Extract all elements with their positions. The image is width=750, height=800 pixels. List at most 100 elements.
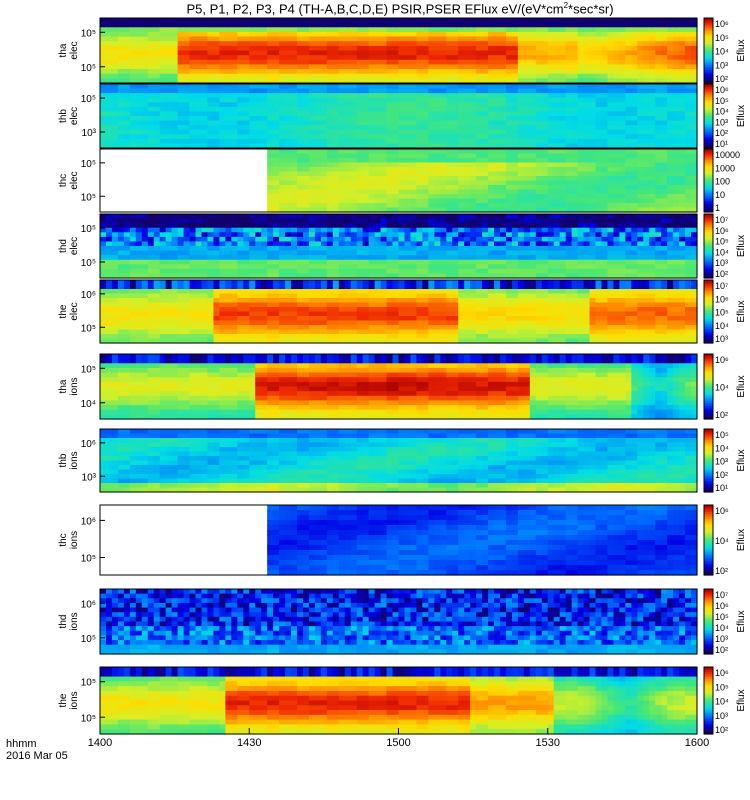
spectrogram-cell xyxy=(655,129,662,135)
spectrogram-cell xyxy=(649,198,656,204)
spectrogram-cell xyxy=(213,73,220,79)
spectrogram-cell xyxy=(583,106,591,113)
spectrogram-cell xyxy=(589,227,597,233)
colorbar-segment xyxy=(704,35,713,39)
spectrogram-cell xyxy=(308,36,316,42)
spectrogram-cell xyxy=(273,41,280,47)
spectrogram-cell xyxy=(201,236,209,243)
spectrogram-cell xyxy=(673,134,680,140)
spectrogram-cell xyxy=(685,59,692,66)
spectrogram-cell xyxy=(350,116,358,122)
spectrogram-cell xyxy=(577,255,585,261)
spectrogram-cell xyxy=(649,45,656,52)
spectrogram-cell xyxy=(607,176,615,182)
spectrogram-cell xyxy=(529,134,537,140)
spectrogram-cell xyxy=(631,158,638,164)
spectrogram-cell xyxy=(362,214,370,220)
spectrogram-cell xyxy=(350,134,358,140)
spectrogram-cell xyxy=(446,22,453,28)
spectrogram-cell xyxy=(117,232,125,238)
spectrogram-cell xyxy=(583,207,591,213)
spectrogram-cell xyxy=(637,102,644,108)
spectrogram-cell xyxy=(553,88,561,94)
spectrogram-cell xyxy=(428,255,435,261)
spectrogram-cell xyxy=(446,194,453,200)
spectrogram-cell xyxy=(488,171,495,177)
spectrogram-cell xyxy=(559,158,567,164)
spectrogram-cell xyxy=(314,185,322,191)
spectrogram-cell xyxy=(458,167,465,173)
spectrogram-cell xyxy=(679,223,686,229)
spectrogram-cell xyxy=(332,194,340,200)
spectrogram-cell xyxy=(691,18,698,24)
spectrogram-cell xyxy=(350,227,358,233)
colorbar-segment xyxy=(704,95,713,98)
spectrogram-cell xyxy=(350,241,358,247)
spectrogram-cell xyxy=(165,45,173,52)
spectrogram-cell xyxy=(117,102,125,108)
colorbar-segment xyxy=(704,52,713,55)
spectrogram-cell xyxy=(601,31,609,38)
spectrogram-cell xyxy=(643,246,650,252)
spectrogram-cell xyxy=(350,185,358,191)
spectrogram-cell xyxy=(631,50,638,56)
spectrogram-cell xyxy=(410,120,418,126)
spectrogram-cell xyxy=(529,189,537,195)
spectrogram-cell xyxy=(476,143,483,149)
spectrogram-cell xyxy=(297,36,304,42)
spectrogram-cell xyxy=(273,198,280,204)
spectrogram-cell xyxy=(201,78,209,84)
spectrogram-cell xyxy=(505,111,513,117)
spectrogram-cell xyxy=(123,241,131,247)
spectrogram-cell xyxy=(458,45,465,52)
spectrogram-cell xyxy=(499,218,507,224)
spectrogram-cell xyxy=(499,232,507,238)
spectrogram-cell xyxy=(380,223,388,229)
spectrogram-cell xyxy=(691,241,698,247)
spectrogram-cell xyxy=(416,236,423,243)
spectrogram-cell xyxy=(547,59,555,66)
spectrogram-cell xyxy=(691,31,698,38)
spectrogram-cell xyxy=(123,102,131,108)
spectrogram-cell xyxy=(356,207,364,213)
spectrogram-cell xyxy=(470,88,477,94)
spectrogram-cell xyxy=(613,36,620,42)
spectrogram-cell xyxy=(100,111,107,117)
spectrogram-cell xyxy=(416,232,423,238)
spectrogram-cell xyxy=(619,250,626,256)
spectrogram-cell xyxy=(410,50,418,56)
spectrogram-cell xyxy=(577,45,585,52)
spectrogram-cell xyxy=(398,18,406,24)
spectrogram-cell xyxy=(625,162,632,168)
spectrogram-cell xyxy=(404,198,412,204)
spectrogram-cell xyxy=(559,73,567,79)
spectrogram-cell xyxy=(685,241,692,247)
spectrogram-cell xyxy=(100,59,107,66)
spectrogram-cell xyxy=(302,162,310,168)
spectrogram-cell xyxy=(505,36,513,42)
spectrogram-cell xyxy=(100,84,107,90)
spectrogram-cell xyxy=(279,198,286,204)
spectrogram-cell xyxy=(285,223,292,229)
spectrogram-cell xyxy=(147,250,155,256)
spectrogram-cell xyxy=(541,50,549,56)
spectrogram-cell xyxy=(231,143,238,149)
spectrogram-cell xyxy=(685,203,692,209)
spectrogram-cell xyxy=(661,236,668,243)
spectrogram-cell xyxy=(577,180,585,186)
spectrogram-cell xyxy=(297,138,304,145)
spectrogram-cell xyxy=(410,31,418,38)
spectrogram-cell xyxy=(416,185,423,191)
spectrogram-cell xyxy=(541,106,549,113)
spectrogram-cell xyxy=(237,246,244,252)
spectrogram-cell xyxy=(655,64,662,70)
spectrogram-cell xyxy=(237,106,244,113)
spectrogram-cell xyxy=(583,31,591,38)
spectrogram-cell xyxy=(308,55,316,61)
spectrogram-cell xyxy=(535,162,543,168)
colorbar-segment xyxy=(704,191,713,194)
spectrogram-cell xyxy=(135,227,143,233)
spectrogram-cell xyxy=(404,106,412,113)
spectrogram-cell xyxy=(332,227,340,233)
spectrogram-cell xyxy=(667,31,674,38)
